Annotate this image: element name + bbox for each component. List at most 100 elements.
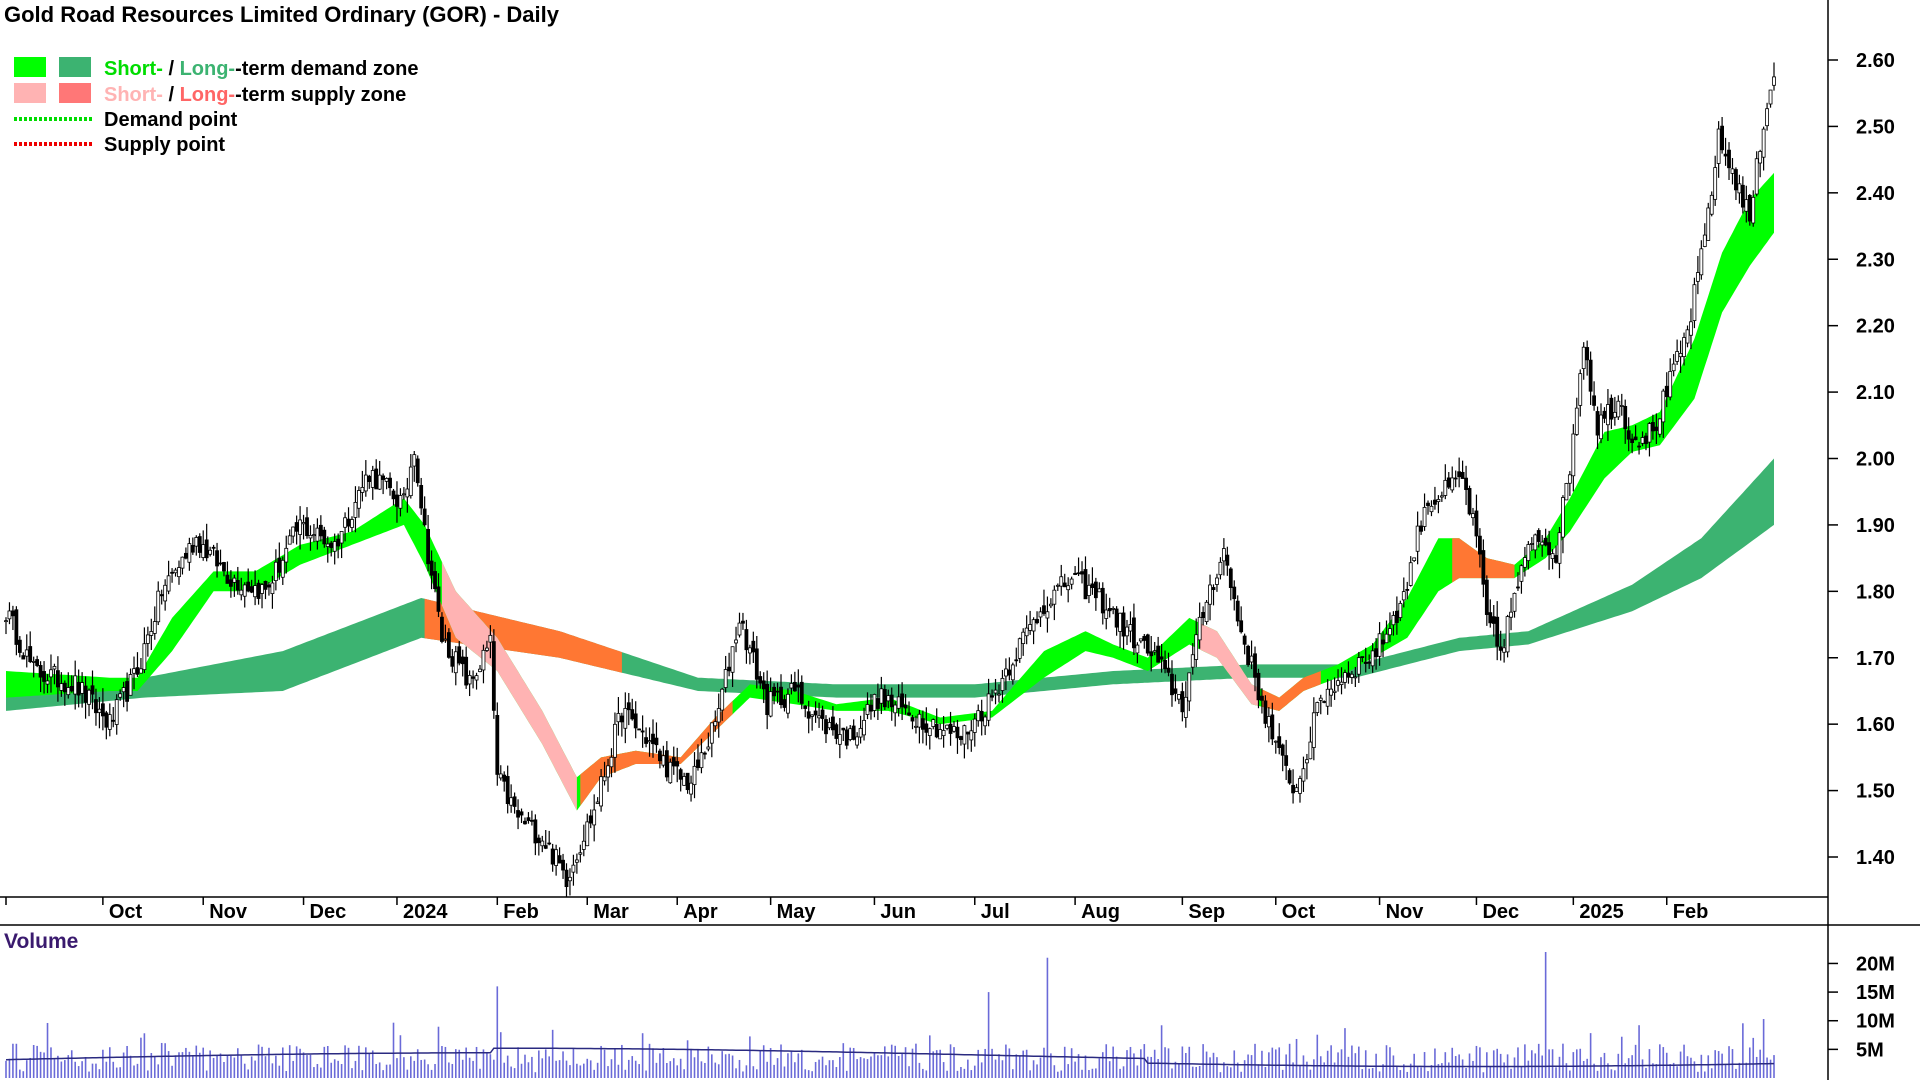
candle-body [1076,572,1081,575]
candle-body [235,579,240,591]
candle-body [543,845,548,849]
candle-body [1239,620,1244,633]
candle-body [1128,624,1133,632]
candle-body [1069,578,1074,585]
candle-body [837,734,842,745]
candle-body [381,475,386,480]
candle-body [336,538,341,547]
candle-body [253,585,258,598]
candle-body [792,681,797,692]
legend-swatch-long-supply [59,83,91,103]
price-tick-label: 1.50 [1856,781,1895,803]
candle-body [893,704,898,714]
candle-body [170,571,174,574]
candle-body [156,590,161,623]
candle-body [1201,612,1206,619]
candle-body [962,725,967,745]
candle-body [1471,513,1475,519]
candle-body [1554,555,1558,563]
candle-body [1599,414,1603,440]
candle-body [1671,363,1676,372]
candle-body [1045,611,1050,619]
candle-body [734,639,738,644]
candle-body [1235,600,1240,622]
candle-body [1727,149,1731,169]
candle-body [1083,569,1088,600]
candle-body [1052,589,1057,605]
candle-body [1502,647,1507,653]
candle-body [1301,768,1306,782]
candle-body [1048,603,1053,607]
time-tick-label: Jun [880,901,916,923]
candle-body [588,815,593,824]
candle-body [1581,346,1586,369]
candle-body [343,517,347,528]
candle-body [1678,352,1683,358]
candle-body [1436,499,1441,503]
candle-body [1343,672,1347,683]
candle-body [1225,554,1230,566]
candle-body [1180,691,1185,713]
candle-body [1125,626,1129,637]
candle-body [1536,530,1541,542]
candle-body [945,724,949,729]
price-tick-label: 2.10 [1856,382,1895,404]
candle-body [1744,199,1749,212]
candle-body [1121,612,1126,637]
candle-body [1720,125,1725,151]
candle-body [100,703,105,717]
candle-body [329,542,334,548]
time-tick-label: May [777,901,817,923]
candle-body [1273,740,1278,743]
candle-body [927,728,932,736]
candle-body [1260,695,1264,701]
candle-body [1481,550,1486,585]
candle-body [1035,618,1039,624]
candle-body [630,709,635,720]
candle-body [1702,234,1707,247]
candle-body [1353,676,1358,679]
candle-body [1488,612,1493,624]
candle-body [1156,645,1161,663]
candle-body [66,687,71,696]
candle-body [208,549,213,555]
candle-body [1595,411,1600,436]
candle-body [436,586,441,612]
candle-body [1152,650,1157,653]
candle-body [1422,507,1427,527]
candle-body [412,454,417,467]
candle-body [1000,677,1005,691]
legend-demand-point: Demand point [104,109,238,131]
candle-body [17,639,22,653]
candle-body [1529,543,1534,545]
candle-body [1685,329,1690,344]
candle-body [1287,770,1292,784]
candle-body [1215,577,1219,585]
candle-body [1384,633,1389,644]
legend-supply-point: Supply point [104,134,225,156]
candle-body [360,487,365,493]
candle-body [1298,778,1302,794]
volume-tick-label: 20M [1856,953,1895,975]
candle-body [42,671,46,682]
candle-body [858,727,863,738]
candle-body [166,575,171,592]
volume-tick-label: 10M [1856,1011,1895,1033]
candle-body [357,490,361,509]
candle-body [568,876,572,882]
candle-body [907,712,911,716]
candle-body [633,713,638,729]
candle-body [498,773,503,779]
candle-body [1533,534,1538,551]
candle-body [786,693,790,714]
candle-body [578,852,583,855]
candle-body [1132,617,1136,649]
candle-body [775,690,780,693]
legend: Short- / Long--term demand zone Short- /… [14,57,418,156]
candle-body [751,640,756,653]
candle-body [139,668,143,674]
candle-body [83,685,88,703]
candle-body [824,719,828,735]
candle-body [1644,435,1648,445]
candle-body [505,776,510,805]
